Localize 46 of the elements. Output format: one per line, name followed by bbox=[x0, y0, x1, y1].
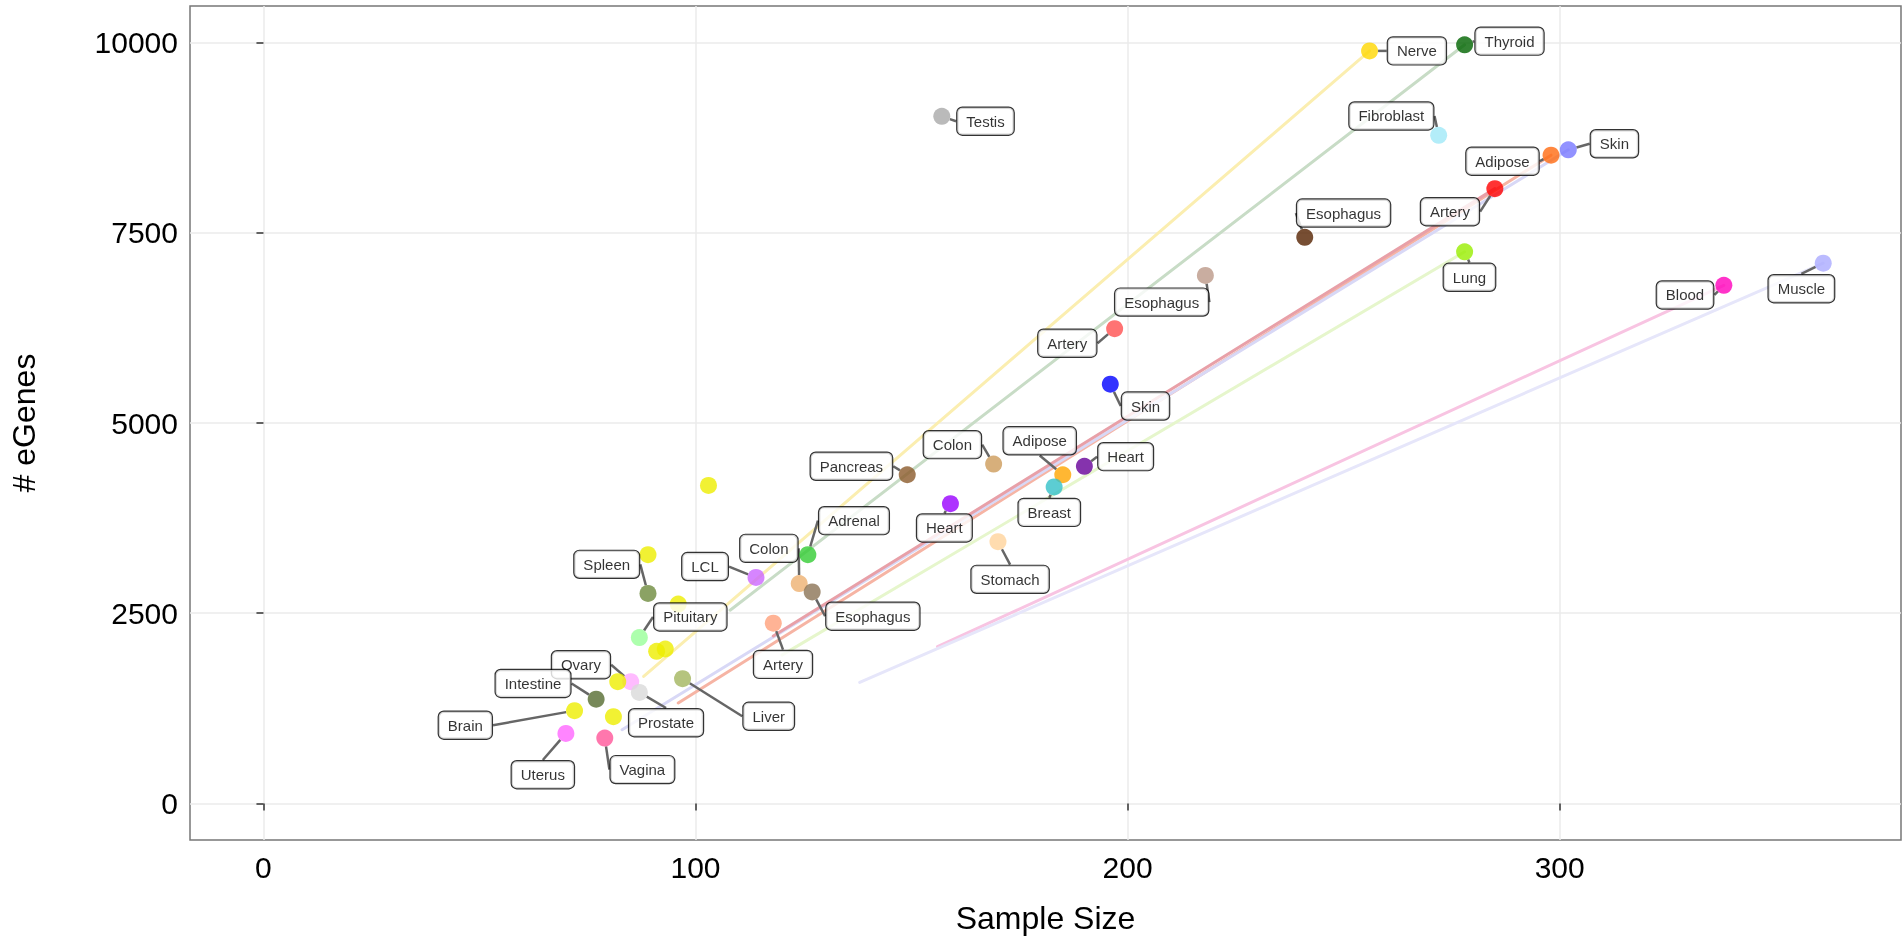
annotation: Uterus bbox=[520, 766, 565, 784]
annotation: Esophagus bbox=[1306, 204, 1382, 222]
annotation: Skin bbox=[1130, 397, 1161, 415]
annotation: Colon bbox=[932, 436, 972, 454]
annotation: Intestine bbox=[504, 674, 562, 692]
annotation: Ovary bbox=[560, 656, 602, 674]
y-tick-label: 7500 bbox=[111, 216, 178, 250]
x-tick-label: 0 bbox=[255, 850, 272, 884]
annotation: Brain bbox=[447, 716, 483, 734]
annotation: Testis bbox=[966, 112, 1005, 130]
annotation: Pancreas bbox=[819, 457, 884, 475]
annotation: Blood bbox=[1665, 286, 1705, 304]
annotation: Thyroid bbox=[1484, 32, 1535, 50]
annotation: Esophagus bbox=[835, 607, 911, 625]
annotation: Adipose bbox=[1012, 432, 1067, 450]
annotation: Artery bbox=[1047, 334, 1088, 352]
y-tick-label: 5000 bbox=[111, 406, 178, 440]
annotation: Muscle bbox=[1777, 280, 1826, 298]
annotation: Nerve bbox=[1396, 42, 1437, 60]
annotation: Esophagus bbox=[1124, 293, 1200, 311]
annotation: Spleen bbox=[583, 555, 631, 573]
annotation: Heart bbox=[1107, 448, 1145, 466]
annotation: Heart bbox=[926, 519, 964, 537]
x-axis-title: Sample Size bbox=[955, 900, 1136, 936]
annotation: Fibroblast bbox=[1358, 107, 1426, 125]
y-tick-label: 2500 bbox=[111, 596, 178, 630]
annotation: Adipose bbox=[1475, 152, 1530, 170]
x-tick-label: 300 bbox=[1534, 850, 1585, 884]
x-tick-label: 100 bbox=[670, 850, 721, 884]
y-tick-label: 10000 bbox=[94, 26, 178, 60]
y-tick-label: 0 bbox=[161, 786, 178, 820]
annotation: Liver bbox=[752, 707, 785, 725]
annotation: Adrenal bbox=[828, 512, 880, 530]
annotation: Vagina bbox=[619, 761, 666, 779]
annotation: Pituitary bbox=[663, 608, 718, 626]
annotation: Stomach bbox=[980, 570, 1040, 588]
annotation: Artery bbox=[763, 655, 804, 673]
annotation: Prostate bbox=[638, 714, 694, 732]
annotation: LCL bbox=[691, 558, 719, 576]
annotation: Colon bbox=[749, 539, 789, 557]
x-tick-label: 200 bbox=[1102, 850, 1153, 884]
annotation: Breast bbox=[1027, 503, 1072, 521]
annotation: Skin bbox=[1599, 135, 1630, 153]
y-axis-title: # eGenes bbox=[6, 353, 42, 493]
annotation: Lung bbox=[1452, 268, 1487, 286]
annotation: Artery bbox=[1429, 203, 1471, 221]
